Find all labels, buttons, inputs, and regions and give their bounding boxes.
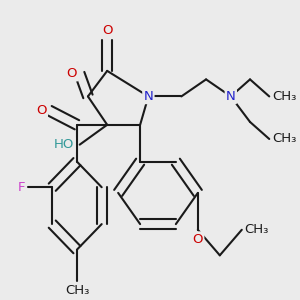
Text: O: O — [36, 104, 47, 117]
Text: O: O — [193, 232, 203, 246]
Text: CH₃: CH₃ — [272, 90, 296, 103]
Text: N: N — [143, 90, 153, 103]
Text: O: O — [67, 67, 77, 80]
Text: CH₃: CH₃ — [65, 284, 89, 297]
Text: CH₃: CH₃ — [244, 223, 269, 236]
Text: CH₃: CH₃ — [272, 133, 296, 146]
Text: F: F — [17, 181, 25, 194]
Text: N: N — [226, 90, 236, 103]
Text: HO: HO — [54, 138, 74, 151]
Text: O: O — [102, 24, 112, 37]
